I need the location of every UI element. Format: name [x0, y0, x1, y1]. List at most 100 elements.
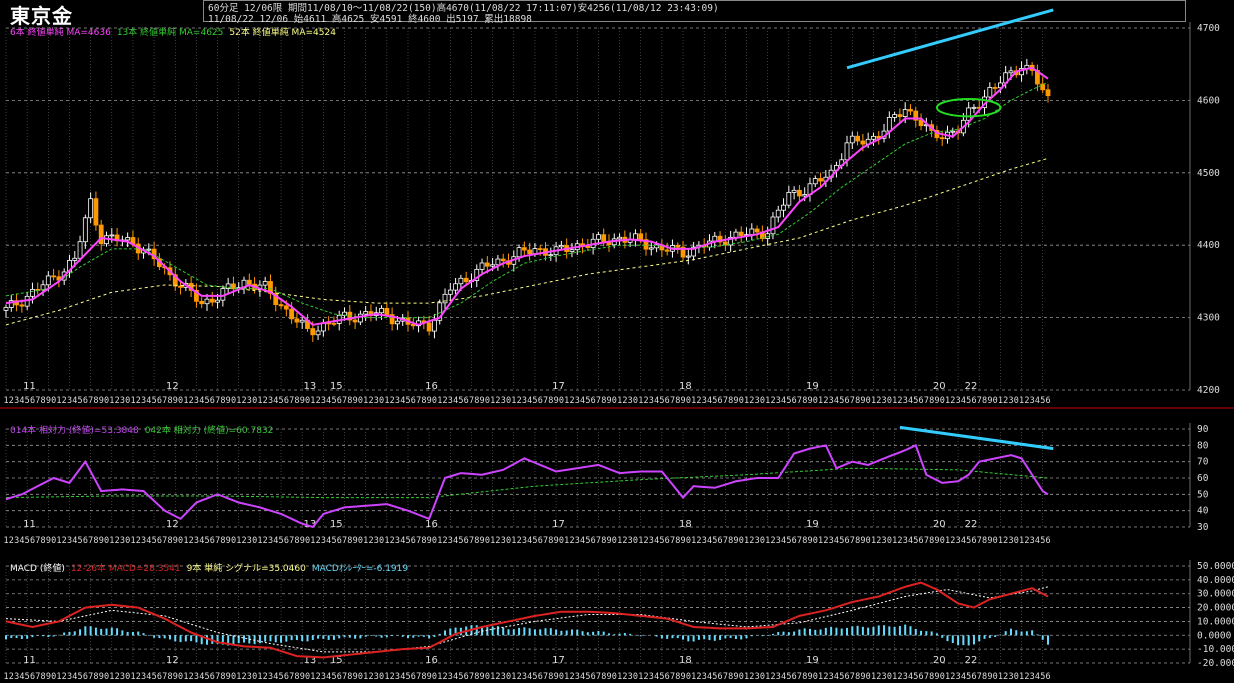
- rsi-hour-label: 3: [776, 536, 781, 546]
- macd-hour-label: 6: [792, 672, 797, 682]
- macd-hour-label: 8: [421, 672, 426, 682]
- rsi-hour-label: 5: [279, 536, 284, 546]
- macd-hour-label: 7: [723, 672, 728, 682]
- rsi-hour-label: 2: [770, 536, 775, 546]
- candle-body: [638, 233, 644, 241]
- price-hour-label: 7: [670, 396, 675, 406]
- price-hour-label: 9: [353, 396, 358, 406]
- macd-signal-line: [5, 586, 1049, 653]
- macd-hour-label: 1: [744, 672, 749, 682]
- macd-hour-label: 6: [665, 672, 670, 682]
- price-hour-label: 2: [622, 396, 627, 406]
- macd-hour-label: 6: [464, 672, 469, 682]
- price-hour-label: 7: [977, 396, 982, 406]
- macd-hour-label: 3: [755, 672, 760, 682]
- price-hour-label: 5: [331, 396, 336, 406]
- rsi-hour-label: 4: [1035, 536, 1040, 546]
- rsi-hour-label: 1: [4, 536, 9, 546]
- price-hour-label: 5: [152, 396, 157, 406]
- price-hour-label: 2: [1003, 396, 1008, 406]
- candle-body: [908, 109, 913, 112]
- macd-hour-label: 2: [390, 672, 395, 682]
- price-hour-label: 1: [109, 396, 114, 406]
- rsi-hour-label: 2: [823, 536, 828, 546]
- macd-hour-label: 9: [733, 672, 738, 682]
- macd-hour-label: 4: [453, 672, 458, 682]
- macd-ytick-label: 40.0000: [1197, 575, 1234, 586]
- macd-hour-label: 0: [231, 672, 236, 682]
- rsi-hour-label: 9: [427, 536, 432, 546]
- macd-ytick-label: 20.0000: [1197, 603, 1234, 614]
- rsi-hour-label: 1: [1019, 536, 1024, 546]
- macd-hour-label: 2: [1003, 672, 1008, 682]
- macd-hour-label: 3: [1008, 672, 1013, 682]
- price-hour-label: 1: [56, 396, 61, 406]
- price-hour-label: 5: [532, 396, 537, 406]
- macd-date-label: 22: [965, 655, 978, 666]
- candle-body: [357, 313, 363, 323]
- macd-hour-label: 0: [993, 672, 998, 682]
- candle-body: [775, 209, 781, 218]
- price-hour-label: 7: [850, 396, 855, 406]
- price-hour-label: 0: [739, 396, 744, 406]
- rsi-hour-label: 1: [56, 536, 61, 546]
- macd-hour-label: 6: [337, 672, 342, 682]
- rsi-hour-label: 0: [231, 536, 236, 546]
- macd-hour-label: 2: [644, 672, 649, 682]
- macd-legend-item-0: MACD (終値): [10, 564, 65, 574]
- price-hour-label: 8: [474, 396, 479, 406]
- price-date-label: 16: [425, 381, 438, 392]
- price-ytick-label: 4400: [1197, 240, 1220, 251]
- price-hour-label: 3: [882, 396, 887, 406]
- rsi-hour-label: 7: [162, 536, 167, 546]
- macd-hour-label: 7: [215, 672, 220, 682]
- rsi-hour-label: 5: [966, 536, 971, 546]
- header-period-line: 60分足 12/06限 期間11/08/10～11/08/22(150)高467…: [208, 3, 719, 14]
- price-hour-label: 2: [770, 396, 775, 406]
- macd-hour-label: 0: [125, 672, 130, 682]
- macd-hour-label: 0: [887, 672, 892, 682]
- candle-body: [860, 140, 866, 145]
- price-hour-label: 7: [215, 396, 220, 406]
- candle-body: [379, 307, 384, 314]
- candle-body: [1008, 70, 1014, 74]
- macd-hour-label: 0: [760, 672, 765, 682]
- candle-body: [299, 319, 305, 323]
- price-hour-label: 0: [358, 396, 363, 406]
- macd-date-label: 13: [303, 655, 316, 666]
- rsi-hour-label: 2: [876, 536, 881, 546]
- rsi-hour-label: 1: [310, 536, 315, 546]
- macd-hour-label: 6: [718, 672, 723, 682]
- candle-body: [77, 241, 83, 259]
- macd-hour-label: 1: [638, 672, 643, 682]
- macd-hour-label: 1: [56, 672, 61, 682]
- rsi-hour-label: 4: [908, 536, 913, 546]
- candle-body: [19, 304, 25, 307]
- price-hour-label: 9: [427, 396, 432, 406]
- price-hour-label: 1: [4, 396, 9, 406]
- price-hour-label: 3: [141, 396, 146, 406]
- candle-body: [997, 82, 1003, 89]
- price-hour-label: 8: [728, 396, 733, 406]
- macd-hour-label: 1: [363, 672, 368, 682]
- rsi-hour-label: 8: [548, 536, 553, 546]
- rsi-hour-label: 0: [940, 536, 945, 546]
- candle-body: [812, 178, 818, 185]
- price-hour-label: 3: [120, 396, 125, 406]
- rsi-trend-line: [899, 425, 1054, 451]
- candle-body: [45, 275, 51, 286]
- macd-hour-label: 3: [14, 672, 19, 682]
- macd-hour-label: 6: [919, 672, 924, 682]
- price-hour-label: 8: [220, 396, 225, 406]
- rsi-date-label: 13: [303, 519, 316, 530]
- candle-body: [633, 233, 638, 240]
- macd-hour-label: 0: [358, 672, 363, 682]
- price-hour-label: 2: [9, 396, 14, 406]
- rsi-hour-label: 5: [204, 536, 209, 546]
- rsi-hour-label: 8: [347, 536, 352, 546]
- rsi-hour-label: 1: [744, 536, 749, 546]
- macd-hour-label: 4: [273, 672, 278, 682]
- rsi-hour-label: 4: [326, 536, 331, 546]
- macd-hour-label: 2: [368, 672, 373, 682]
- rsi-hour-label: 7: [35, 536, 40, 546]
